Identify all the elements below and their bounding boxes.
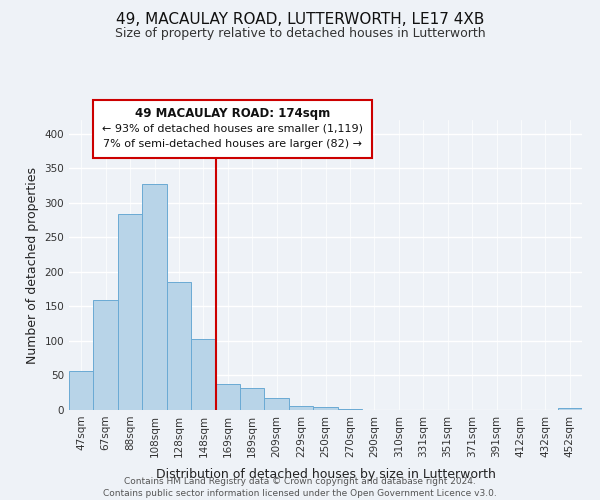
Text: 7% of semi-detached houses are larger (82) →: 7% of semi-detached houses are larger (8…: [103, 139, 362, 149]
X-axis label: Distribution of detached houses by size in Lutterworth: Distribution of detached houses by size …: [155, 468, 496, 481]
Text: ← 93% of detached houses are smaller (1,119): ← 93% of detached houses are smaller (1,…: [103, 124, 364, 134]
Bar: [313, 406, 338, 410]
Bar: [215, 384, 240, 410]
Text: Contains public sector information licensed under the Open Government Licence v3: Contains public sector information licen…: [103, 489, 497, 498]
Text: Contains HM Land Registry data © Crown copyright and database right 2024.: Contains HM Land Registry data © Crown c…: [124, 478, 476, 486]
Bar: [191, 339, 215, 410]
Bar: [167, 282, 191, 410]
Bar: [240, 388, 265, 410]
Bar: [69, 370, 94, 410]
Text: 49 MACAULAY ROAD: 174sqm: 49 MACAULAY ROAD: 174sqm: [135, 108, 331, 120]
Bar: [118, 214, 142, 410]
Bar: [94, 300, 118, 410]
Y-axis label: Number of detached properties: Number of detached properties: [26, 166, 39, 364]
Bar: [557, 408, 582, 410]
Bar: [265, 398, 289, 410]
Bar: [289, 406, 313, 410]
Bar: [142, 184, 167, 410]
Text: 49, MACAULAY ROAD, LUTTERWORTH, LE17 4XB: 49, MACAULAY ROAD, LUTTERWORTH, LE17 4XB: [116, 12, 484, 28]
Bar: [338, 408, 362, 410]
Text: Size of property relative to detached houses in Lutterworth: Size of property relative to detached ho…: [115, 28, 485, 40]
